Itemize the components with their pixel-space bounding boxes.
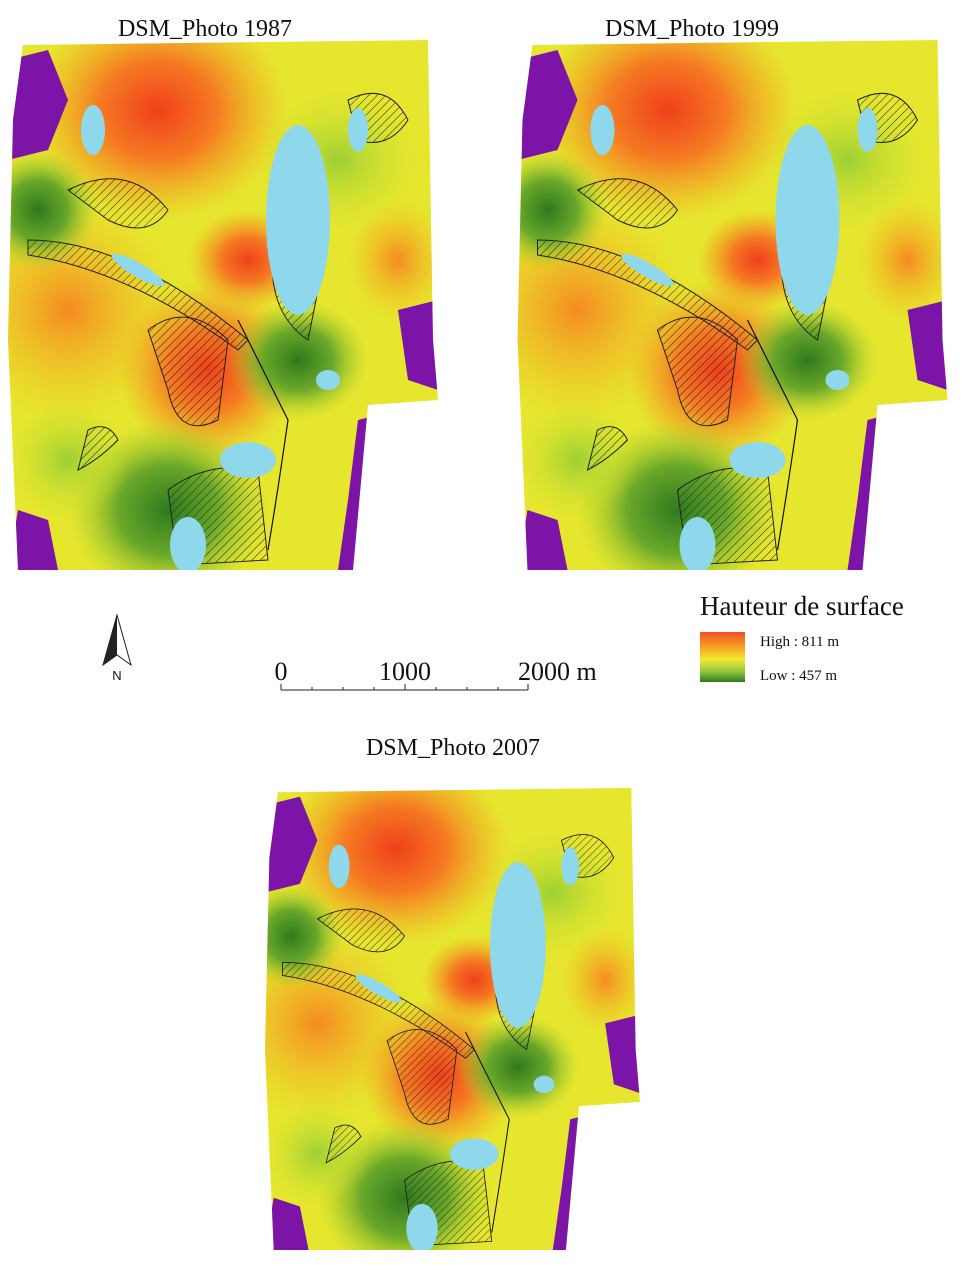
- figure: DSM_Photo 1987 DSM_Photo 1999 DSM_Photo …: [0, 0, 962, 1281]
- map-1999: [468, 0, 958, 600]
- map-2007: [221, 753, 648, 1276]
- scale-bar: 0 1000 2000 m: [275, 657, 597, 690]
- legend: Hauteur de surface High : 811 m Low : 45…: [700, 591, 904, 684]
- scale-label: 1000: [379, 657, 431, 686]
- legend-high: High : 811 m: [760, 634, 839, 650]
- map-1987: [0, 0, 448, 600]
- scale-label: 0: [275, 657, 288, 686]
- north-label: N: [112, 668, 121, 683]
- legend-title: Hauteur de surface: [700, 591, 904, 621]
- map-title: DSM_Photo 2007: [366, 735, 540, 761]
- map-title: DSM_Photo 1999: [605, 16, 779, 42]
- legend-ramp: [700, 632, 745, 682]
- legend-low: Low : 457 m: [760, 668, 837, 684]
- map-title: DSM_Photo 1987: [118, 16, 292, 42]
- north-arrow: N: [103, 615, 131, 683]
- scale-label: 2000 m: [518, 657, 597, 686]
